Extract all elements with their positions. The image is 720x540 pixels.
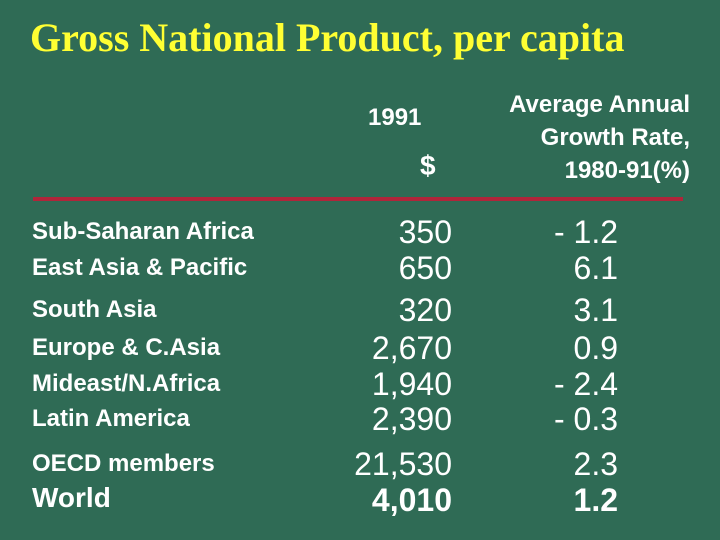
table-row: OECD members 21,530 2.3 [0,446,720,482]
gnp-value: 4,010 [371,482,452,518]
table-row: Sub-Saharan Africa 350 - 1.2 [0,214,720,250]
growth-header-line-2: Growth Rate, [540,124,690,151]
table-row-world: World 4,010 1.2 [0,482,720,518]
slide-title: Gross National Product, per capita [30,15,625,60]
gnp-value: 320 [398,292,452,328]
gnp-year-header: 1991 [368,104,422,131]
table-row: South Asia 320 3.1 [0,292,720,328]
table-row: East Asia & Pacific 650 6.1 [0,250,720,286]
gnp-value: 2,390 [371,401,452,437]
growth-value: - 2.4 [553,366,618,402]
gnp-value: 650 [398,250,452,286]
growth-value: 0.9 [573,330,618,366]
gnp-value: 350 [398,214,452,250]
growth-value: - 1.2 [553,214,618,250]
region-label: Mideast/N.Africa [32,370,221,397]
growth-value: - 0.3 [553,401,618,437]
table-row: Latin America 2,390 - 0.3 [0,401,720,437]
region-label: Sub-Saharan Africa [32,218,254,245]
growth-rate-header: Average Annual Growth Rate, 1980-91(%) [466,88,690,187]
growth-header-line-1: Average Annual [509,91,690,118]
growth-value: 2.3 [573,446,618,482]
region-label: South Asia [32,296,157,323]
gnp-unit-header: $ [420,150,436,181]
header-divider [33,197,683,201]
table-row: Mideast/N.Africa 1,940 - 2.4 [0,366,720,402]
region-label: World [32,482,111,513]
region-label: Latin America [32,405,190,432]
growth-value: 1.2 [573,482,618,518]
growth-value: 3.1 [573,292,618,328]
growth-header-line-3: 1980-91(%) [564,157,690,184]
gnp-value: 1,940 [371,366,452,402]
region-label: OECD members [32,450,215,477]
region-label: East Asia & Pacific [32,254,248,281]
region-label: Europe & C.Asia [32,334,221,361]
gnp-value: 21,530 [354,446,452,482]
table-row: Europe & C.Asia 2,670 0.9 [0,330,720,366]
gnp-value: 2,670 [371,330,452,366]
growth-value: 6.1 [573,250,618,286]
